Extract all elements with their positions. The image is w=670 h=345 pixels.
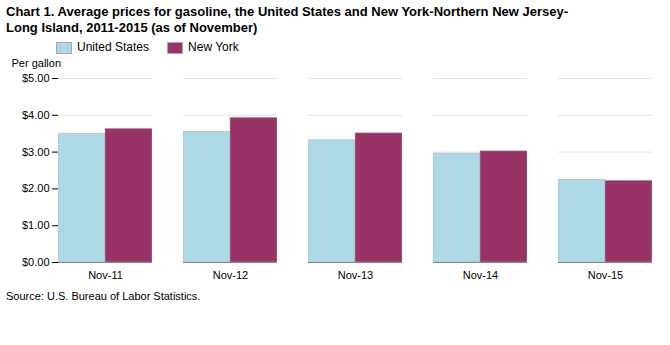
svg-text:Nov-14: Nov-14 xyxy=(463,269,498,281)
svg-text:$2.00: $2.00 xyxy=(22,182,50,194)
svg-text:$0.00: $0.00 xyxy=(22,256,50,268)
svg-text:$4.00: $4.00 xyxy=(22,109,50,121)
html-text:Long Island, 2011-2015 (as of: Long Island, 2011-2015 (as of November) xyxy=(6,20,258,35)
svg-text:Per gallon: Per gallon xyxy=(12,57,62,69)
html-text:New York: New York xyxy=(188,40,239,54)
svg-text:Nov-13: Nov-13 xyxy=(338,269,373,281)
svg-text:Nov-15: Nov-15 xyxy=(588,269,623,281)
svg-text:$5.00: $5.00 xyxy=(22,72,50,84)
html-text:Chart 1. Average prices for ga: Chart 1. Average prices for gasoline, th… xyxy=(6,4,569,19)
html-text:United States: United States xyxy=(77,40,149,54)
svg-text:Nov-11: Nov-11 xyxy=(88,269,123,281)
svg-text:Nov-12: Nov-12 xyxy=(213,269,248,281)
svg-text:$1.00: $1.00 xyxy=(22,219,50,231)
html-text:Source: U.S. Bureau of Labor S: Source: U.S. Bureau of Labor Statistics. xyxy=(6,290,201,302)
svg-text:$3.00: $3.00 xyxy=(22,146,50,158)
